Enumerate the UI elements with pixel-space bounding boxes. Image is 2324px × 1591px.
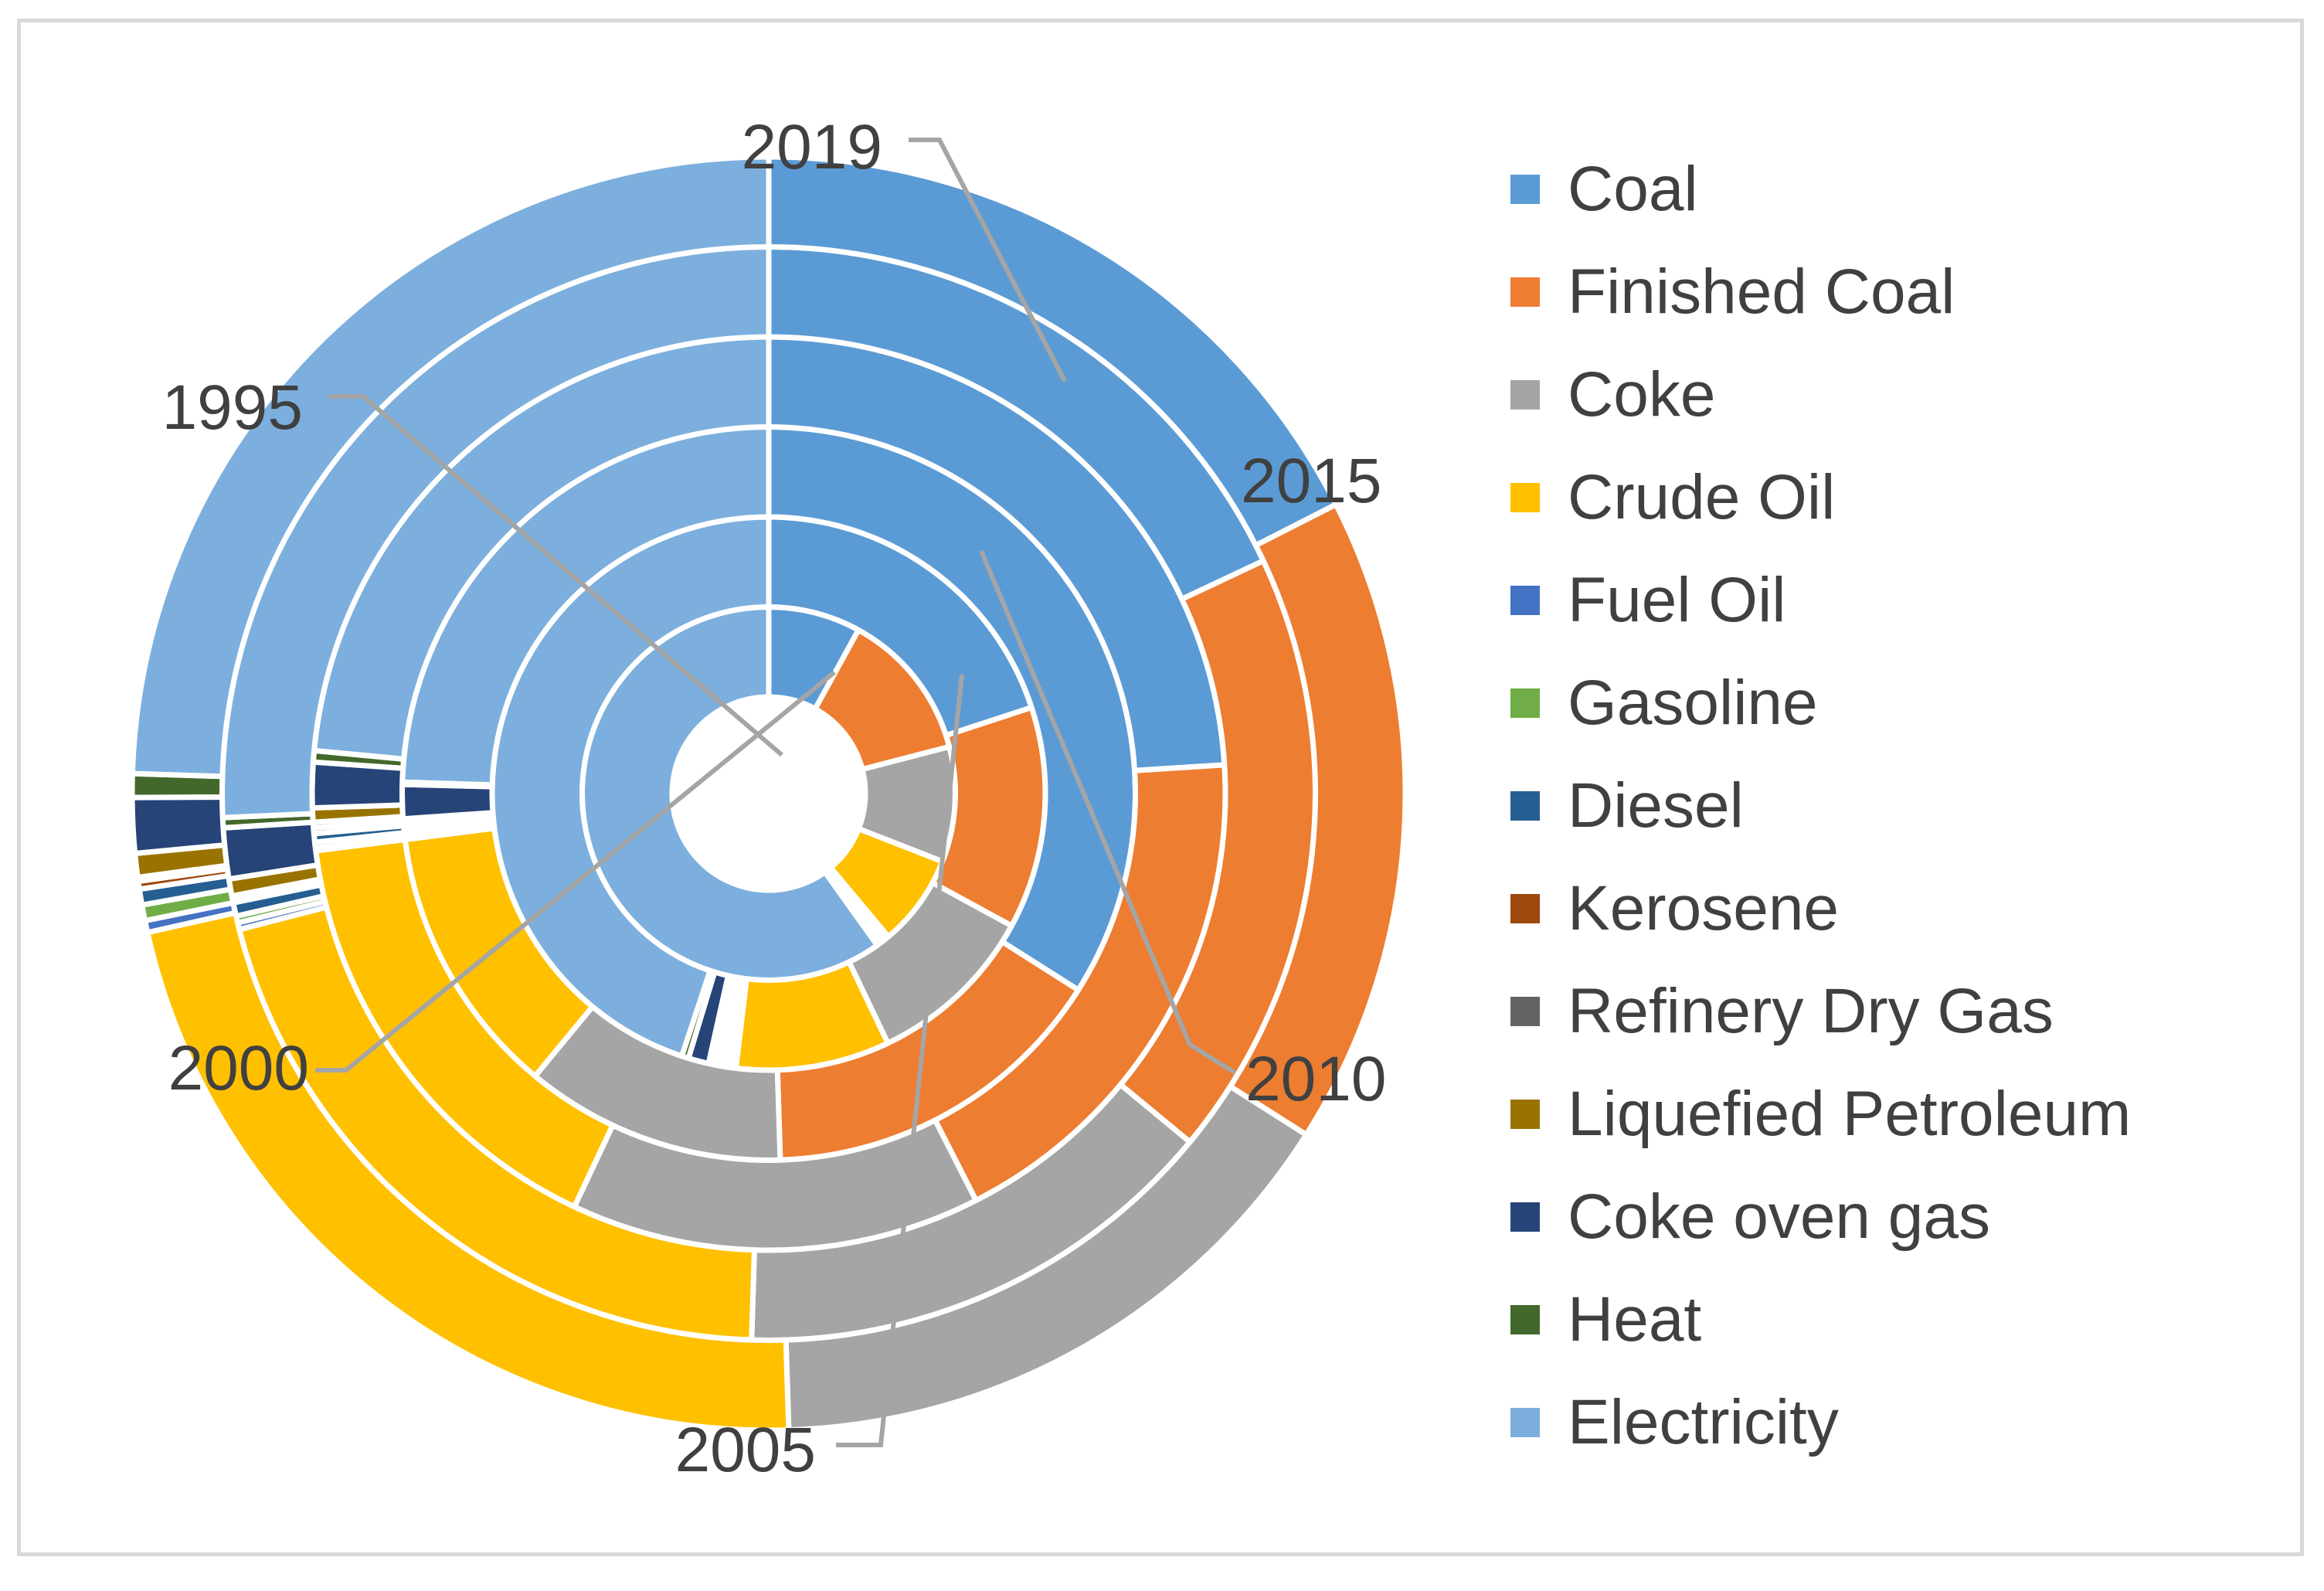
legend-label: Heat: [1568, 1283, 1702, 1355]
slice-2019-electricity: [129, 154, 772, 780]
legend: Coal Finished Coal Coke Crude Oil Fuel O…: [1510, 138, 2131, 1474]
ring-label-1995: 1995: [162, 372, 303, 443]
leader-lines: [315, 138, 1236, 1447]
legend-item-electricity: Electricity: [1510, 1371, 2131, 1474]
legend-swatch: [1510, 585, 1540, 615]
legend-label: Diesel: [1568, 770, 1744, 841]
ring-label-2000: 2000: [168, 1033, 309, 1103]
leader-line-2010: [979, 549, 1236, 1075]
ring-label-2010: 2010: [1245, 1044, 1386, 1114]
legend-swatch: [1510, 379, 1540, 410]
legend-label: Coke: [1568, 359, 1716, 430]
legend-item-coal: Coal: [1510, 138, 2131, 240]
legend-swatch: [1510, 1099, 1540, 1129]
legend-swatch: [1510, 1407, 1540, 1437]
slice-2005-coke-oven-gas: [399, 781, 496, 822]
leader-line-2000: [315, 670, 836, 1073]
legend-item-diesel: Diesel: [1510, 754, 2131, 857]
legend-item-crude-oil: Crude Oil: [1510, 446, 2131, 549]
doughnut-rings: [129, 154, 1408, 1433]
ring-label-2005: 2005: [675, 1415, 816, 1485]
ring-label-2015: 2015: [1241, 446, 1381, 516]
legend-swatch: [1510, 1202, 1540, 1232]
legend-label: Crude Oil: [1568, 461, 1836, 532]
leader-line-2005: [836, 674, 964, 1447]
legend-item-gasoline: Gasoline: [1510, 651, 2131, 754]
legend-label: Coke oven gas: [1568, 1181, 1991, 1252]
legend-item-heat: Heat: [1510, 1268, 2131, 1371]
legend-swatch: [1510, 1304, 1540, 1334]
legend-label: Coal: [1568, 153, 1698, 224]
legend-item-kerosene: Kerosene: [1510, 857, 2131, 960]
legend-label: Liquefied Petroleum: [1568, 1078, 2132, 1149]
leader-line-2019: [909, 138, 1067, 382]
legend-label: Electricity: [1568, 1386, 1839, 1457]
legend-swatch: [1510, 277, 1540, 307]
slice-2019-coke-oven-gas: [129, 794, 228, 857]
legend-swatch: [1510, 996, 1540, 1026]
legend-item-coke-oven-gas: Coke oven gas: [1510, 1165, 2131, 1268]
legend-item-coke: Coke: [1510, 343, 2131, 446]
legend-swatch: [1510, 482, 1540, 512]
legend-label: Fuel Oil: [1568, 564, 1786, 635]
leader-line-1995: [328, 394, 783, 757]
legend-label: Refinery Dry Gas: [1568, 975, 2054, 1046]
ring-labels: 1995 2000 2005 2010 2015 2019: [162, 112, 1387, 1485]
legend-item-fuel-oil: Fuel Oil: [1510, 549, 2131, 651]
legend-swatch: [1510, 893, 1540, 923]
legend-item-finished-coal: Finished Coal: [1510, 240, 2131, 343]
legend-swatch: [1510, 790, 1540, 821]
ring-label-2019: 2019: [742, 112, 882, 182]
legend-swatch: [1510, 688, 1540, 718]
legend-label: Finished Coal: [1568, 256, 1955, 327]
legend-item-liquefied-petroleum: Liquefied Petroleum: [1510, 1062, 2131, 1165]
legend-label: Kerosene: [1568, 872, 1840, 943]
legend-label: Gasoline: [1568, 667, 1818, 738]
legend-swatch: [1510, 174, 1540, 204]
legend-item-refinery-dry-gas: Refinery Dry Gas: [1510, 960, 2131, 1062]
